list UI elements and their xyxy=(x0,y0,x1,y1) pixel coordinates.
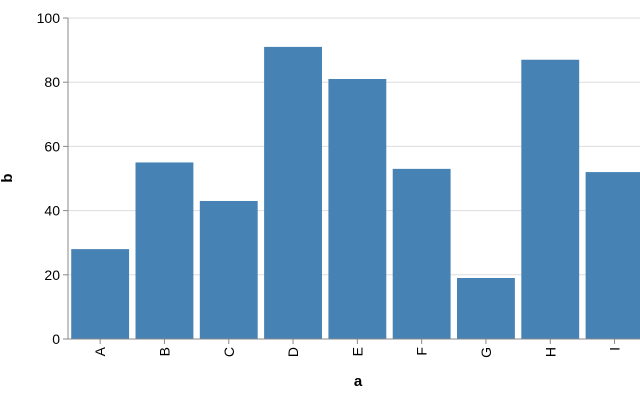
y-tick-label: 0 xyxy=(52,331,60,347)
x-tick-label: D xyxy=(285,347,301,357)
x-axis-title: a xyxy=(354,373,363,390)
y-tick-label: 40 xyxy=(44,203,60,219)
bar xyxy=(135,162,194,339)
x-tick-label: C xyxy=(221,347,237,357)
bar xyxy=(71,249,130,339)
x-tick-label: E xyxy=(349,347,365,356)
y-tick-label: 20 xyxy=(44,267,60,283)
bar xyxy=(585,172,640,339)
y-tick-label: 80 xyxy=(44,74,60,90)
bar xyxy=(457,278,515,339)
x-tick-label: F xyxy=(414,347,430,356)
y-axis-title: b xyxy=(0,173,16,182)
bar xyxy=(328,78,387,340)
bar xyxy=(392,168,451,339)
x-tick-label: H xyxy=(542,347,558,357)
x-tick-label: A xyxy=(92,346,108,356)
x-tick-label: B xyxy=(156,347,172,356)
x-tick-label: G xyxy=(478,347,494,358)
y-tick-label: 60 xyxy=(44,138,60,154)
y-tick-label: 100 xyxy=(37,10,61,26)
bar xyxy=(199,200,258,339)
bar xyxy=(521,59,580,339)
bar xyxy=(264,46,322,339)
x-tick-label: I xyxy=(607,347,623,351)
